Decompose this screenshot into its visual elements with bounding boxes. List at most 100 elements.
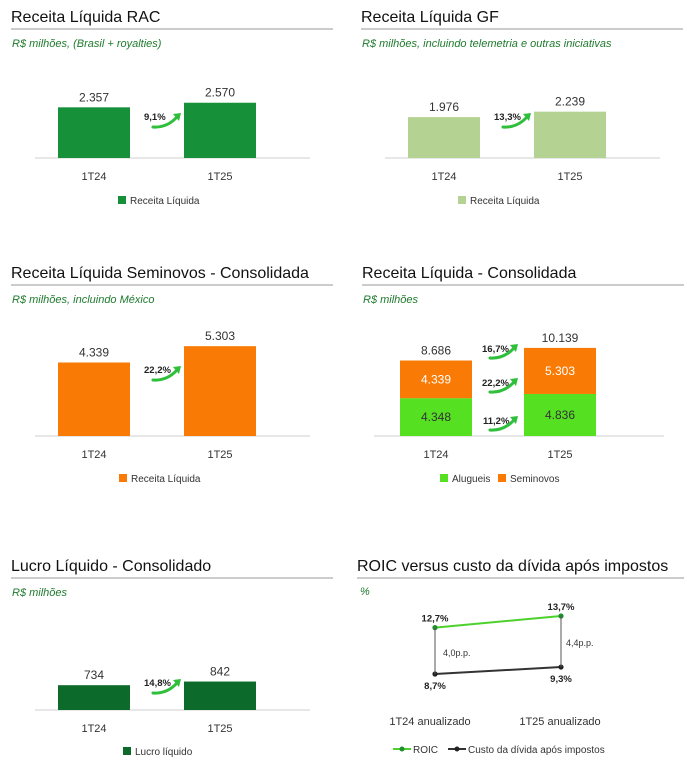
chart-3-growth-total-arrow-head: [510, 344, 518, 352]
chart-2-bar-0: [58, 362, 130, 436]
chart-5-legend-marker-1: [454, 746, 460, 752]
chart-4-growth-arrow: [151, 679, 181, 695]
chart-3-legend-label-0: Alugueis: [452, 474, 490, 485]
chart-4-value-label-1: 842: [210, 665, 230, 679]
chart-1-title: Receita Líquida GF: [361, 9, 499, 26]
chart-5-legend-label-1: Custo da dívida após impostos: [468, 745, 605, 756]
chart-0-value-label-1: 2.570: [205, 86, 235, 100]
chart-3-bar-1-0: [400, 360, 472, 399]
chart-0-growth-arrow-head: [173, 113, 181, 121]
chart-5-series-1-line: [434, 666, 562, 675]
chart-3-legend-label-1: Seminovos: [510, 474, 559, 485]
chart-3-growth-alugueis-arrow: [488, 416, 518, 432]
chart-2-subtitle: R$ milhões, incluindo México: [12, 294, 154, 306]
chart-1-legend-label: Receita Líquida: [470, 196, 540, 207]
chart-0-subtitle: R$ milhões, (Brasil + royalties): [12, 38, 162, 50]
chart-0-x-tick-0: 1T24: [81, 171, 106, 183]
chart-4-growth-arrow-head: [173, 679, 181, 687]
chart-5-point-label-1-1: 9,3%: [550, 674, 572, 685]
chart-3-legend-swatch-0: [440, 474, 448, 482]
chart-1-legend-swatch: [458, 196, 466, 204]
chart-3-growth-total-arrow: [488, 344, 518, 360]
chart-1-subtitle: R$ milhões, incluindo telemetria e outra…: [362, 38, 612, 50]
chart-3-bar-0-1: [524, 393, 596, 436]
chart-4-value-label-0: 734: [84, 668, 104, 682]
chart-4-growth-arrow-stem: [151, 681, 179, 695]
chart-1-value-label-0: 1.976: [429, 100, 459, 114]
chart-2-growth-arrow-head: [173, 366, 181, 374]
chart-3-segment-label-0-0: 4.348: [421, 410, 451, 424]
chart-1-x-tick-0: 1T24: [431, 171, 456, 183]
chart-5-point-label-0-0: 12,7%: [422, 614, 449, 625]
chart-0-bar-0: [58, 107, 130, 158]
chart-3-growth-seminovos: 22,2%: [482, 378, 509, 389]
chart-3-total-label-1: 10.139: [542, 331, 579, 345]
chart-2-x-tick-1: 1T25: [207, 449, 232, 461]
chart-5-spread-label-0: 4,0p.p.: [443, 648, 471, 658]
chart-1-growth-label: 13,3%: [494, 112, 521, 123]
chart-3-title: Receita Líquida - Consolidada: [362, 265, 576, 282]
chart-4-legend-label: Lucro líquido: [135, 747, 193, 758]
chart-2-growth-arrow-stem: [151, 368, 179, 382]
chart-3-subtitle: R$ milhões: [363, 294, 419, 306]
chart-3-legend-swatch-1: [498, 474, 506, 482]
chart-3-growth-seminovos-arrow-head: [510, 378, 518, 386]
chart-3-segment-label-1-1: 5.303: [545, 364, 575, 378]
chart-3-total-label-0: 8.686: [421, 344, 451, 358]
chart-3-growth-seminovos-arrow: [488, 378, 518, 394]
chart-0-growth-label: 9,1%: [144, 112, 166, 123]
chart-0-title: Receita Líquida RAC: [11, 9, 160, 26]
chart-0-bar-1: [184, 102, 256, 158]
chart-3-growth-total: 16,7%: [482, 344, 509, 355]
chart-1-bar-0: [408, 117, 480, 158]
chart-3-growth-alugueis-arrow-head: [510, 416, 518, 424]
chart-0-legend-swatch: [118, 196, 126, 204]
chart-0-growth-arrow-stem: [151, 115, 179, 129]
chart-1-growth-arrow-head: [523, 113, 531, 121]
chart-5-legend-marker-0: [399, 746, 405, 752]
chart-1-growth-arrow: [501, 113, 531, 129]
chart-0-value-label-0: 2.357: [79, 90, 109, 104]
chart-5-point-1-1: [558, 664, 564, 670]
chart-4-subtitle: R$ milhões: [12, 587, 68, 599]
chart-3-segment-label-1-0: 4.339: [421, 372, 451, 386]
chart-5-x-tick-0: 1T24 anualizado: [389, 716, 470, 728]
chart-3-bar-0-0: [400, 398, 472, 436]
chart-4-legend-swatch: [123, 747, 131, 755]
chart-5-legend-label-0: ROIC: [413, 745, 438, 756]
chart-2-legend-swatch: [119, 474, 127, 482]
chart-3-growth-total-arrow-stem: [488, 346, 516, 360]
chart-5-title: ROIC versus custo da dívida após imposto…: [357, 558, 668, 575]
chart-5-x-tick-1: 1T25 anualizado: [519, 716, 600, 728]
chart-5-spread-label-1: 4,4p.p.: [566, 638, 594, 648]
chart-3-x-tick-1: 1T25: [547, 449, 572, 461]
chart-3-growth-alugueis: 11,2%: [483, 416, 510, 427]
chart-5-point-label-0-1: 13,7%: [548, 602, 575, 613]
chart-1-value-label-1: 2.239: [555, 95, 585, 109]
chart-0-x-tick-1: 1T25: [207, 171, 232, 183]
chart-2-bar-1: [184, 346, 256, 436]
chart-2-growth-arrow: [151, 366, 181, 382]
chart-1-x-tick-1: 1T25: [557, 171, 582, 183]
chart-2-legend-label: Receita Líquida: [131, 474, 201, 485]
chart-4-bar-1: [184, 681, 256, 710]
chart-4-growth-label: 14,8%: [144, 678, 171, 689]
chart-2-title: Receita Líquida Seminovos - Consolidada: [11, 265, 309, 282]
chart-1-growth-arrow-stem: [501, 115, 529, 129]
chart-4-x-tick-0: 1T24: [81, 723, 106, 735]
chart-5-series-0-line: [434, 615, 562, 629]
chart-5-point-label-1-0: 8,7%: [424, 681, 446, 692]
chart-1-bar-1: [534, 111, 606, 158]
chart-4-bar-0: [58, 685, 130, 710]
chart-2-value-label-1: 5.303: [205, 329, 235, 343]
chart-3-bar-1-1: [524, 347, 596, 394]
chart-3-growth-alugueis-arrow-stem: [488, 418, 516, 432]
chart-2-x-tick-0: 1T24: [81, 449, 106, 461]
chart-4-title: Lucro Líquido - Consolidado: [11, 558, 211, 575]
chart-2-value-label-0: 4.339: [79, 345, 109, 359]
chart-0-growth-arrow: [151, 113, 181, 129]
chart-3-segment-label-0-1: 4.836: [545, 408, 575, 422]
chart-2-growth-label: 22,2%: [144, 365, 171, 376]
